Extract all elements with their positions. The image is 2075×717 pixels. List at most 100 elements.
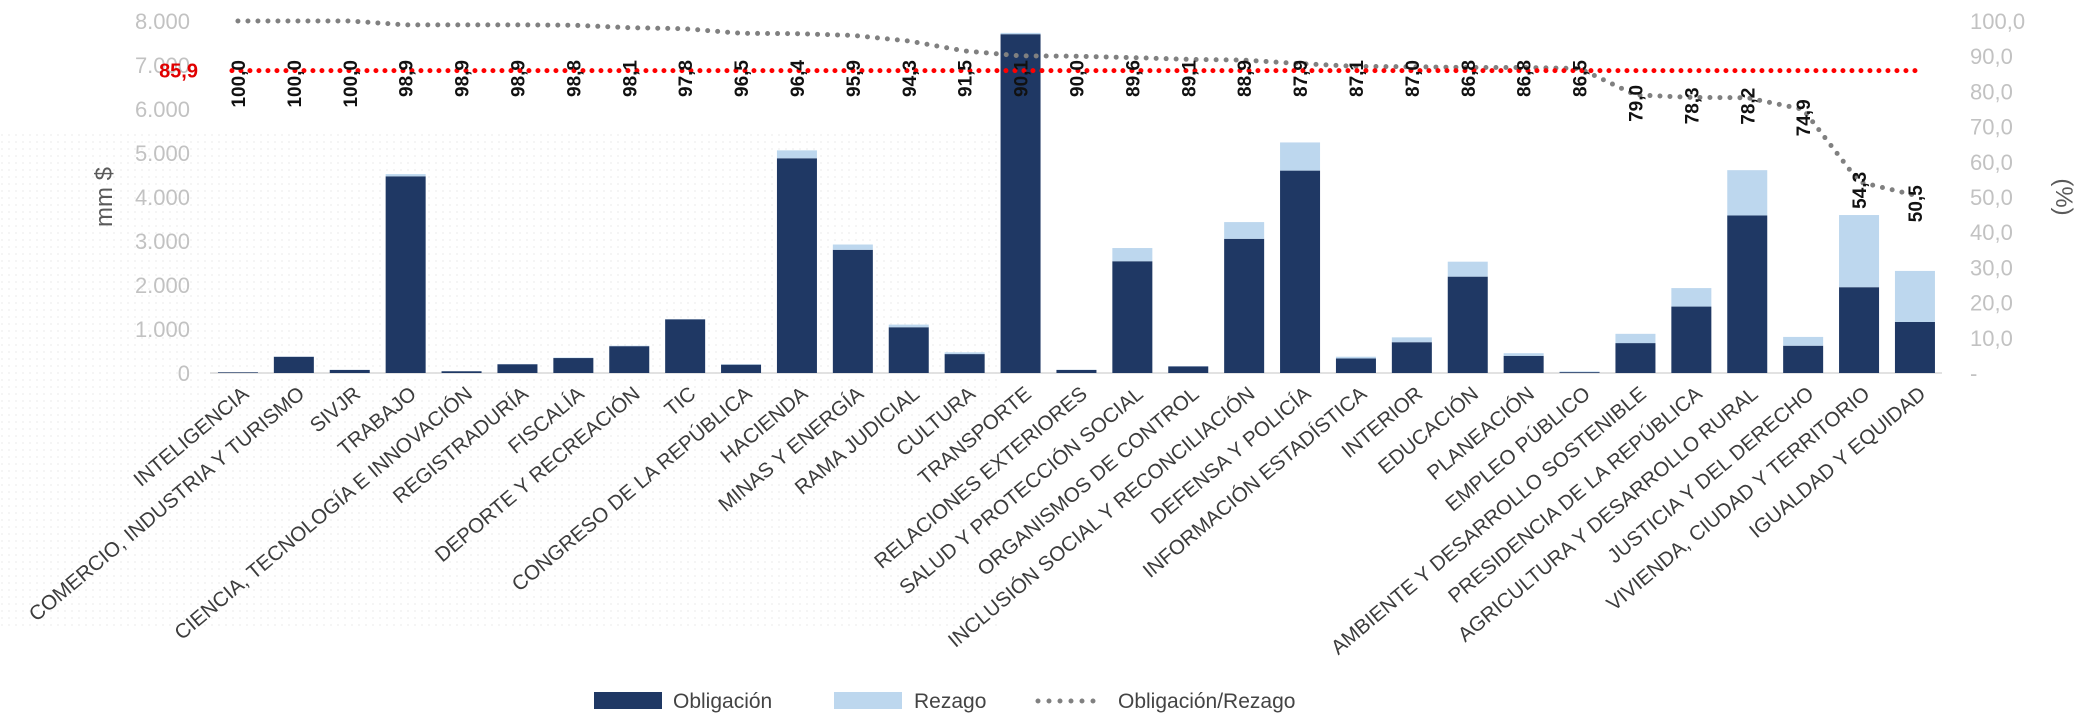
bar-obligacion	[1727, 215, 1768, 373]
bar-obligacion	[888, 327, 929, 373]
ratio-data-label: 87,0	[1403, 60, 1424, 97]
ratio-data-label: 50,5	[1906, 185, 1927, 222]
bar-obligacion	[1783, 345, 1824, 373]
ratio-data-label: 86,8	[1459, 60, 1480, 97]
bar-rezago	[385, 174, 426, 177]
ratio-data-label: 87,1	[1347, 60, 1368, 97]
ratio-data-label: 79,0	[1626, 85, 1647, 122]
bar-obligacion	[1894, 321, 1935, 373]
bar-obligacion	[1000, 34, 1041, 373]
bar-obligacion	[1615, 343, 1656, 373]
ratio-data-label: 78,2	[1738, 88, 1759, 125]
y-tick-label: 5.000	[135, 141, 190, 166]
ratio-data-label: 98,8	[564, 60, 585, 97]
bar-rezago	[1894, 270, 1935, 322]
bar-rezago	[1224, 222, 1265, 239]
y2-tick-label: 30,0	[1970, 255, 2013, 280]
ratio-data-label: 98,1	[620, 60, 641, 97]
bar-rezago	[1615, 333, 1656, 344]
bar-obligacion	[217, 372, 258, 373]
bar-obligacion	[329, 369, 370, 373]
legend-swatch-obligacion	[594, 692, 662, 709]
bar-obligacion	[1503, 355, 1544, 373]
y2-tick-label: 40,0	[1970, 220, 2013, 245]
ratio-data-label: 89,1	[1179, 60, 1200, 97]
y2-tick-label: 60,0	[1970, 150, 2013, 175]
ratio-data-label: 78,3	[1682, 87, 1703, 124]
reference-line-label: 85,9	[159, 61, 198, 83]
y2-tick-label: 90,0	[1970, 44, 2013, 69]
ratio-data-label: 97,8	[676, 60, 697, 97]
y-tick-label: 6.000	[135, 97, 190, 122]
ratio-data-label: 54,3	[1850, 172, 1871, 209]
right-axis-ticks: - 10,0 20,0 30,0 40,0 50,0 60,0 70,0 80,0 90,0 100…	[1970, 9, 2025, 386]
legend-swatch-rezago	[834, 692, 902, 709]
ratio-data-label: 94,3	[900, 60, 921, 97]
bar-obligacion	[441, 371, 482, 373]
dotted-texture	[0, 130, 1000, 630]
y2-tick-label: 70,0	[1970, 115, 2013, 140]
bar-obligacion	[944, 354, 985, 373]
bar-obligacion	[1559, 372, 1600, 373]
bar-obligacion	[721, 364, 762, 373]
bar-obligacion	[665, 319, 706, 373]
ratio-data-label: 89,6	[1123, 60, 1144, 97]
bar-rezago	[1112, 248, 1153, 262]
ratio-data-label: 96,4	[788, 60, 809, 97]
bar-obligacion	[1671, 306, 1712, 373]
ratio-data-label: 98,9	[453, 60, 474, 97]
bar-obligacion	[1056, 369, 1097, 373]
ratio-data-label: 100,0	[229, 60, 250, 108]
bar-rezago	[1335, 356, 1376, 359]
bar-obligacion	[609, 346, 650, 373]
bar-rezago	[1391, 337, 1432, 343]
bar-obligacion	[1168, 366, 1209, 373]
ratio-data-label: 100,0	[341, 60, 362, 108]
ratio-data-label: 100,0	[285, 60, 306, 108]
y2-tick-label: 50,0	[1970, 185, 2013, 210]
ratio-line-group	[235, 18, 1918, 198]
bar-rezago	[1671, 288, 1712, 307]
bar-obligacion	[273, 356, 314, 373]
ratio-data-label: 91,5	[956, 60, 977, 97]
ratio-data-label: 96,5	[732, 60, 753, 97]
bar-obligacion	[832, 249, 873, 373]
y-tick-label: 0	[178, 361, 190, 386]
legend-label-ratio: Obligación/Rezago	[1118, 690, 1295, 713]
ratio-line	[235, 18, 1918, 198]
y2-tick-label: 80,0	[1970, 79, 2013, 104]
y-tick-label: 3.000	[135, 229, 190, 254]
bar-obligacion	[385, 176, 426, 373]
bar-obligacion	[1280, 170, 1321, 373]
bar-obligacion	[1224, 238, 1265, 373]
ratio-data-label: 87,9	[1291, 60, 1312, 97]
legend-label-rezago: Rezago	[914, 690, 986, 713]
ratio-data-label: 88,9	[1235, 60, 1256, 97]
ratio-labels-group: 100,0 100,0 100,0 98,9 98,9 98,9 98,8 98,1 97,8 9…	[229, 60, 1927, 223]
ratio-data-label: 90,1	[1012, 60, 1033, 97]
y-tick-label: 1.000	[135, 317, 190, 342]
bar-rezago	[1727, 170, 1768, 216]
bar-rezago	[832, 244, 873, 250]
ratio-data-label: 86,8	[1515, 60, 1536, 97]
bar-rezago	[944, 352, 985, 355]
bar-obligacion	[776, 158, 817, 373]
bar-obligacion	[1335, 358, 1376, 373]
y-tick-label: 8.000	[135, 9, 190, 34]
y-axis-title: mm $	[91, 167, 118, 227]
bar-rezago	[1280, 142, 1321, 171]
ratio-data-label: 98,9	[397, 60, 418, 97]
bar-rezago	[1447, 261, 1488, 277]
y2-tick-label: 100,0	[1970, 9, 2025, 34]
ratio-data-label: 90,0	[1067, 60, 1088, 97]
bar-obligacion	[497, 364, 538, 373]
legend: Obligación Rezago Obligación/Rezago	[594, 690, 1295, 713]
y2-axis-title: (%)	[2050, 178, 2075, 215]
reference-line-group: 85,9	[159, 61, 1924, 83]
ratio-data-label: 95,9	[844, 60, 865, 97]
bar-obligacion	[1391, 342, 1432, 373]
y-tick-label: 4.000	[135, 185, 190, 210]
bar-rezago	[888, 324, 929, 328]
y2-tick-label: 10,0	[1970, 326, 2013, 351]
